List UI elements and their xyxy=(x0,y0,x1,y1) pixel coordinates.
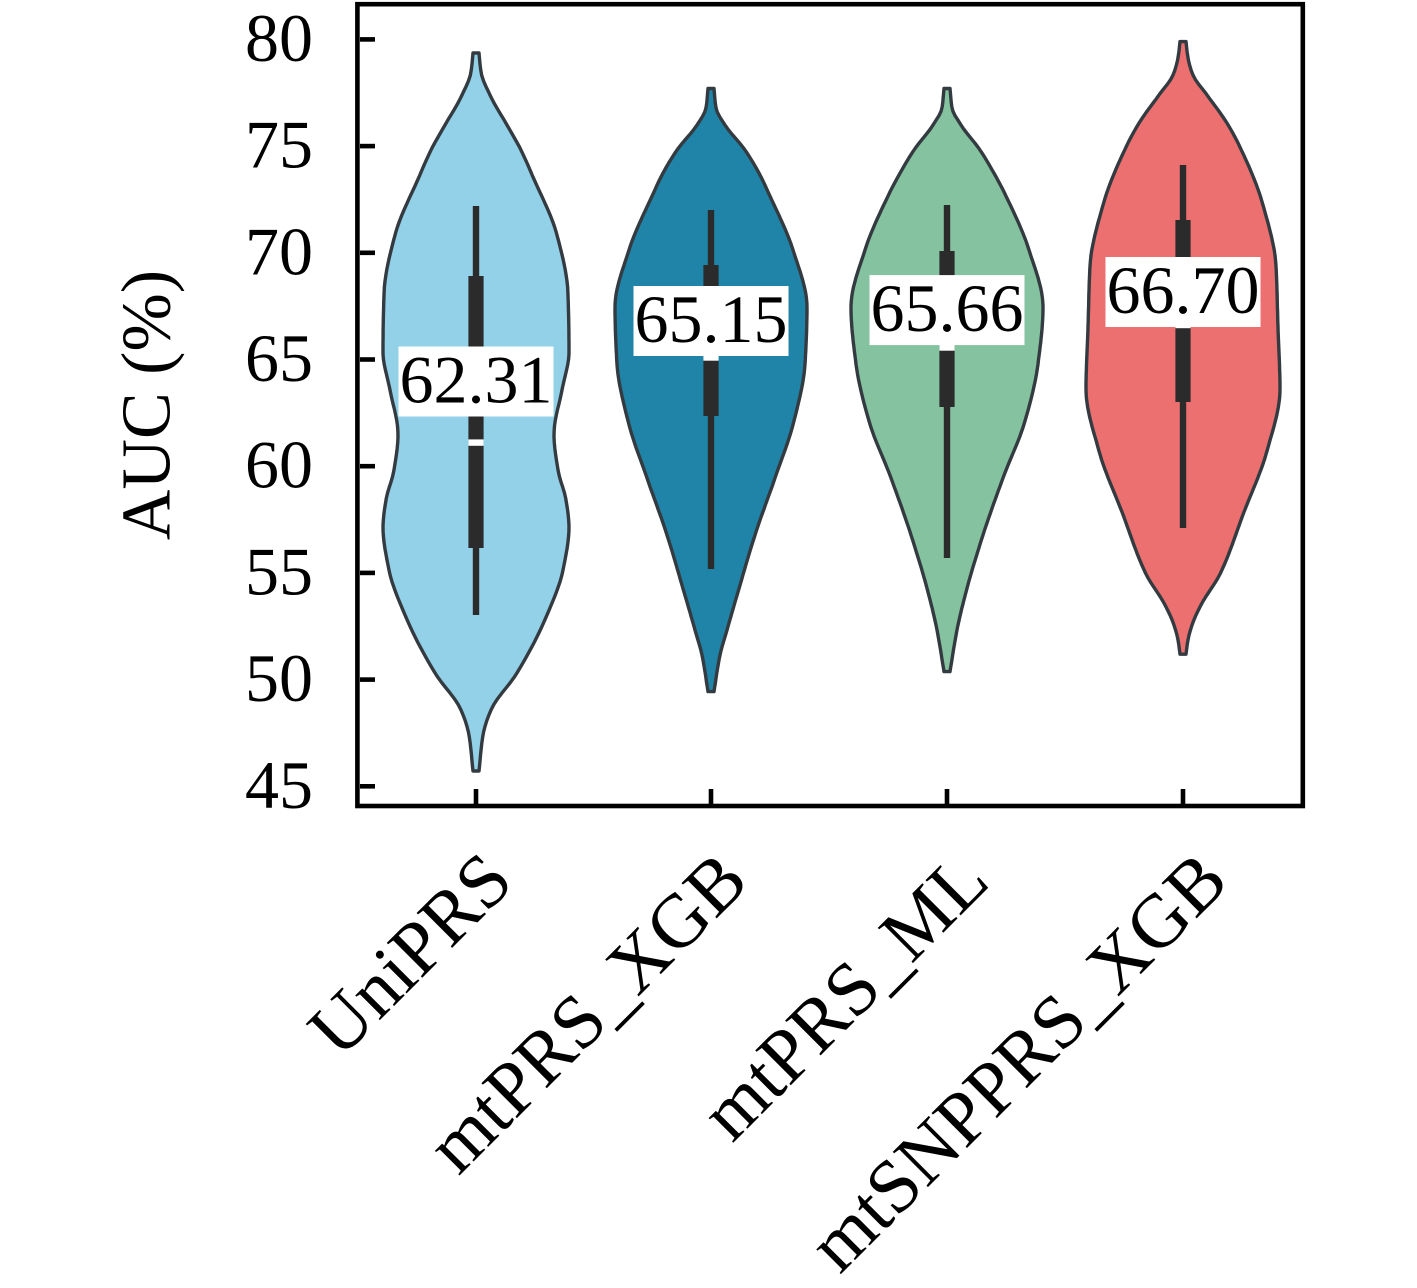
svg-text:60: 60 xyxy=(245,427,313,503)
svg-text:55: 55 xyxy=(245,533,313,609)
svg-text:62.31: 62.31 xyxy=(400,342,553,418)
svg-text:50: 50 xyxy=(245,640,313,716)
svg-text:65: 65 xyxy=(245,320,313,396)
svg-text:70: 70 xyxy=(245,213,313,289)
svg-text:65.15: 65.15 xyxy=(635,281,788,357)
svg-text:80: 80 xyxy=(245,0,313,76)
svg-text:75: 75 xyxy=(245,107,313,183)
svg-text:AUC (%): AUC (%) xyxy=(109,270,186,540)
svg-text:66.70: 66.70 xyxy=(1107,252,1260,328)
svg-text:65.66: 65.66 xyxy=(871,270,1024,346)
svg-text:45: 45 xyxy=(245,747,313,823)
